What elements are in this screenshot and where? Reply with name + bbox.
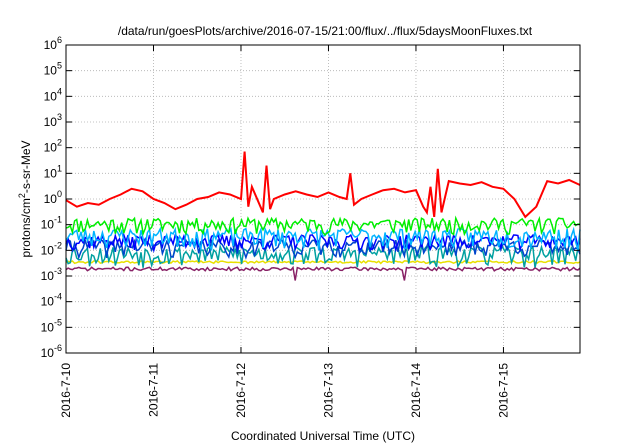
series-layer — [65, 151, 581, 281]
y-tick-label: 10-4 — [41, 292, 62, 309]
y-tick-label: 101 — [44, 163, 62, 180]
y-tick-label: 100 — [44, 189, 62, 206]
y-tick-label: 10-5 — [41, 317, 62, 334]
x-axis-label: Coordinated Universal Time (UTC) — [231, 429, 415, 443]
y-tick-label: 102 — [44, 138, 62, 155]
y-tick-label: 10-6 — [41, 343, 62, 360]
grid-lines — [66, 45, 580, 353]
flux-series-line — [65, 151, 581, 219]
y-axis-ticks: 10-6 10-5 10-4 10-3 10-2 10-1 100 101 102 103 104 1… — [41, 35, 580, 360]
x-tick-label: 2016-7-14 — [409, 363, 423, 418]
y-axis-label: protons/cm2-s-sr-MeV — [17, 140, 33, 257]
chart-title: /data/run/goesPlots/archive/2016-07-15/2… — [118, 24, 533, 38]
flux-series-line — [65, 238, 581, 260]
y-tick-label: 106 — [44, 35, 62, 52]
flux-series-line — [65, 243, 581, 269]
x-tick-label: 2016-7-10 — [59, 363, 73, 418]
y-tick-label: 104 — [44, 86, 62, 103]
y-tick-label: 103 — [44, 112, 62, 129]
flux-series-line — [65, 259, 581, 265]
x-axis-ticks: 2016-7-10 2016-7-11 2016-7-12 2016-7-13 2016… — [59, 45, 510, 418]
y-tick-label: 105 — [44, 61, 62, 78]
x-tick-label: 2016-7-15 — [496, 363, 510, 418]
y-tick-label: 10-1 — [41, 215, 62, 232]
x-tick-label: 2016-7-13 — [321, 363, 335, 418]
y-tick-label: 10-2 — [41, 240, 62, 257]
flux-series-line — [65, 226, 581, 252]
flux-series-line — [65, 265, 581, 281]
y-tick-label: 10-3 — [41, 266, 62, 283]
x-tick-label: 2016-7-12 — [234, 363, 248, 418]
x-tick-label: 2016-7-11 — [146, 363, 160, 417]
flux-series-line — [65, 215, 581, 237]
plot-frame — [65, 44, 581, 354]
